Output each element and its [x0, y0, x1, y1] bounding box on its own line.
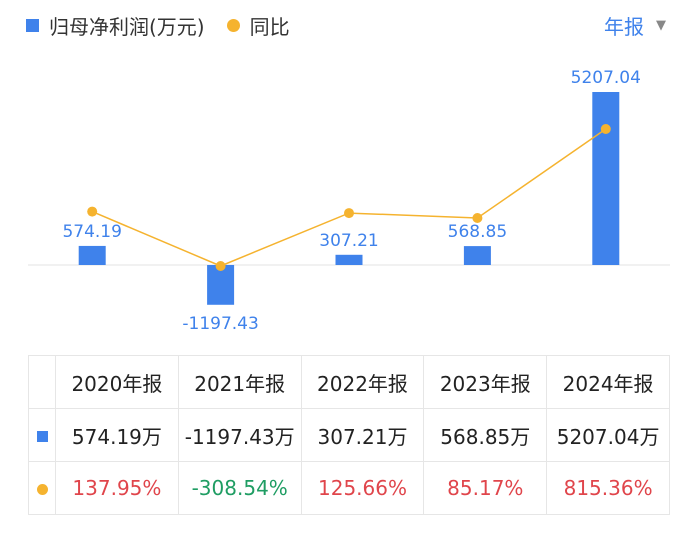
yoy-cell: 125.66%	[300, 461, 425, 515]
table-header-cell: 2021年报	[177, 355, 302, 409]
profit-row-marker	[28, 408, 56, 462]
table-header-cell: 2022年报	[300, 355, 425, 409]
yoy-cell: 85.17%	[423, 461, 548, 515]
profit-cell: -1197.43万	[177, 408, 302, 462]
profit-cell: 5207.04万	[546, 408, 670, 462]
line-legend-swatch	[226, 18, 240, 32]
bar-2024年报	[592, 92, 620, 265]
table-header-cell: 2023年报	[423, 355, 548, 409]
square-marker-icon	[36, 431, 48, 442]
data-table: 2020年报 2021年报 2022年报 2023年报 2024年报 574.1…	[28, 355, 670, 515]
table-row-yoy: 137.95% -308.54% 125.66% 85.17% 815.36%	[28, 461, 670, 515]
dot-marker-icon	[36, 484, 48, 495]
yoy-cell: 815.36%	[546, 461, 670, 515]
table-header-cell: 2020年报	[55, 355, 179, 409]
bar-2021年报	[207, 265, 235, 305]
table-header-row: 2020年报 2021年报 2022年报 2023年报 2024年报	[28, 355, 670, 409]
bar-value-label: 5207.04	[571, 68, 641, 88]
yoy-point-2023年报	[472, 213, 483, 224]
profit-cell: 574.19万	[55, 408, 179, 462]
table-header-cell: 2024年报	[546, 355, 670, 409]
bar-legend-swatch	[26, 18, 39, 32]
bar-value-label: 568.85	[448, 222, 507, 242]
bar-value-label: 307.21	[319, 231, 378, 251]
profit-cell: 568.85万	[423, 408, 548, 462]
line-legend-label: 同比	[249, 14, 290, 39]
bar-legend-label: 归母净利润(万元)	[49, 14, 205, 39]
yoy-point-2022年报	[344, 208, 354, 219]
yoy-row-marker	[28, 461, 56, 515]
table-corner-cell	[28, 355, 56, 409]
period-selector[interactable]: 年报 ▼	[604, 12, 666, 39]
chevron-down-icon: ▼	[656, 17, 666, 33]
bar-value-label: 574.19	[62, 222, 121, 242]
bar-value-label: -1197.43	[182, 314, 258, 334]
yoy-point-2024年报	[600, 124, 611, 134]
profit-cell: 307.21万	[300, 408, 425, 462]
bar-2023年报	[463, 246, 491, 265]
yoy-point-2020年报	[87, 206, 98, 217]
yoy-cell: 137.95%	[55, 461, 179, 515]
table-row-profit: 574.19万 -1197.43万 307.21万 568.85万 5207.0…	[28, 408, 670, 462]
bar-2020年报	[78, 245, 106, 265]
bar-2022年报	[335, 254, 363, 265]
chart-legend: 归母净利润(万元) 同比	[26, 12, 290, 39]
profit-chart: 574.19 -1197.43 307.21 568.85 5207.04	[28, 68, 670, 334]
yoy-cell: -308.54%	[177, 461, 302, 515]
yoy-point-2021年报	[215, 261, 226, 271]
period-selector-label: 年报	[604, 14, 644, 39]
